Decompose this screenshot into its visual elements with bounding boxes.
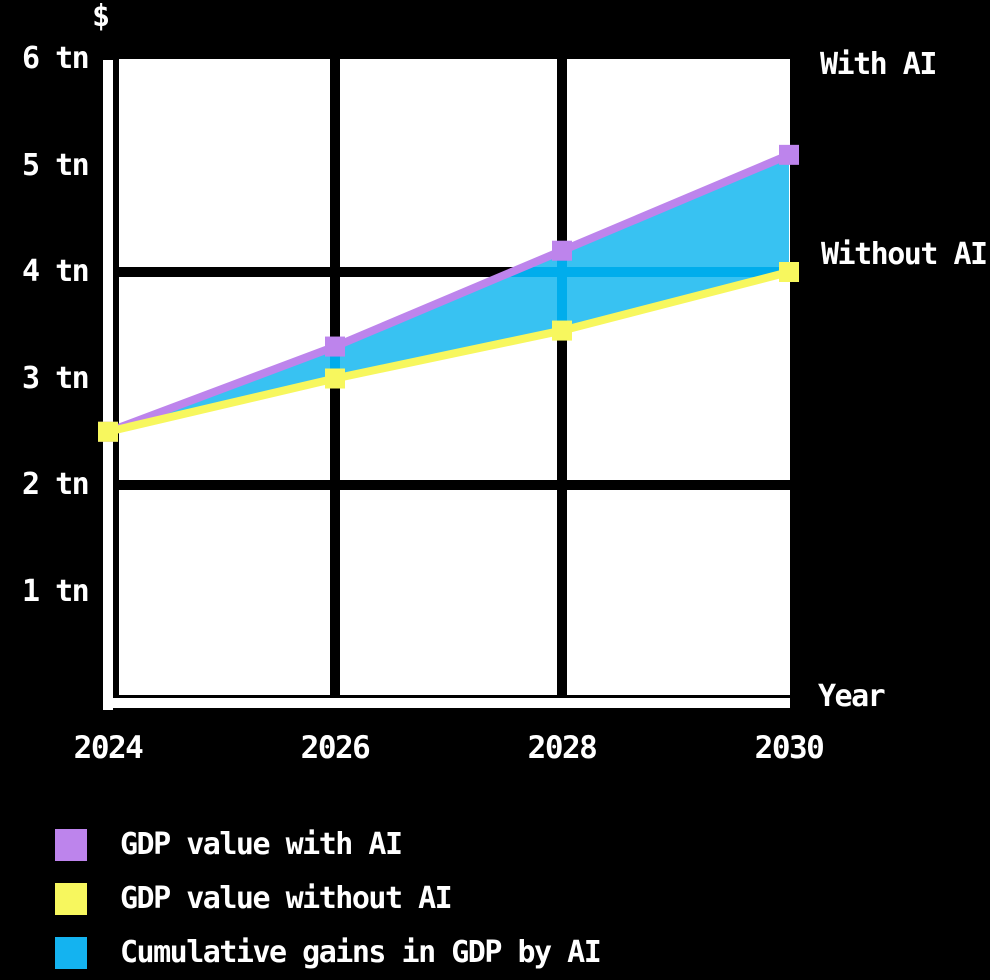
marker-without-ai-2030 (779, 262, 799, 282)
y-tick-label-6tn: 6 tn (22, 41, 90, 76)
legend: GDP value with AI GDP value without AI C… (55, 829, 602, 970)
y-tick-label-5tn: 5 tn (22, 147, 90, 183)
marker-with-ai-2030 (779, 144, 799, 165)
annotation-without-ai: Without AI (821, 237, 988, 272)
marker-with-ai-2026 (325, 336, 345, 357)
chart-plot (98, 59, 799, 710)
legend-item-gdp-without-ai: GDP value without AI (55, 883, 600, 915)
legend-item-cumulative-gains: Cumulative gains in GDP by AI (55, 935, 602, 970)
x-axis-line (103, 698, 790, 708)
legend-label-with-ai: GDP value with AI (120, 827, 403, 862)
y-tick-label-1tn: 1 tn (22, 573, 90, 609)
annotation-with-ai: With AI (820, 47, 937, 82)
gridline-vertical-2028 (557, 59, 567, 695)
x-tick-label-2028: 2028 (527, 730, 598, 766)
x-axis-title: Year (818, 679, 886, 714)
area-cumulative-gains (108, 154, 789, 432)
y-axis-line (103, 60, 113, 710)
y-tick-label-3tn: 3 tn (22, 360, 90, 396)
marker-without-ai-2028 (552, 320, 572, 341)
y-tick-label-4tn: 4 tn (22, 254, 90, 289)
legend-label-without-ai: GDP value without AI (120, 881, 453, 916)
legend-swatch-without-ai-icon (55, 883, 87, 915)
legend-item-gdp-with-ai: GDP value with AI (55, 829, 600, 861)
x-tick-label-2026: 2026 (300, 730, 371, 766)
marker-without-ai-2026 (325, 368, 345, 389)
y-tick-label-2tn: 2 tn (22, 467, 90, 502)
x-tick-label-2030: 2030 (754, 730, 825, 766)
gridline-tint-vertical-2028 (557, 154, 567, 432)
gridline-horizontal-4tn (119, 267, 790, 277)
line-without-ai (107, 268, 790, 436)
legend-swatch-with-ai-icon (55, 829, 87, 861)
gridline-horizontal-2tn (119, 480, 790, 490)
legend-label-cumulative-gains: Cumulative gains in GDP by AI (120, 935, 602, 970)
line-with-ai (106, 151, 791, 436)
y-axis-title: $ (92, 0, 110, 34)
x-tick-label-2024: 2024 (73, 730, 144, 766)
legend-swatch-cumulative-gains-icon (55, 937, 87, 969)
marker-with-ai-2028 (552, 240, 572, 261)
plot-area (119, 59, 790, 695)
marker-without-ai-2024 (98, 421, 118, 442)
